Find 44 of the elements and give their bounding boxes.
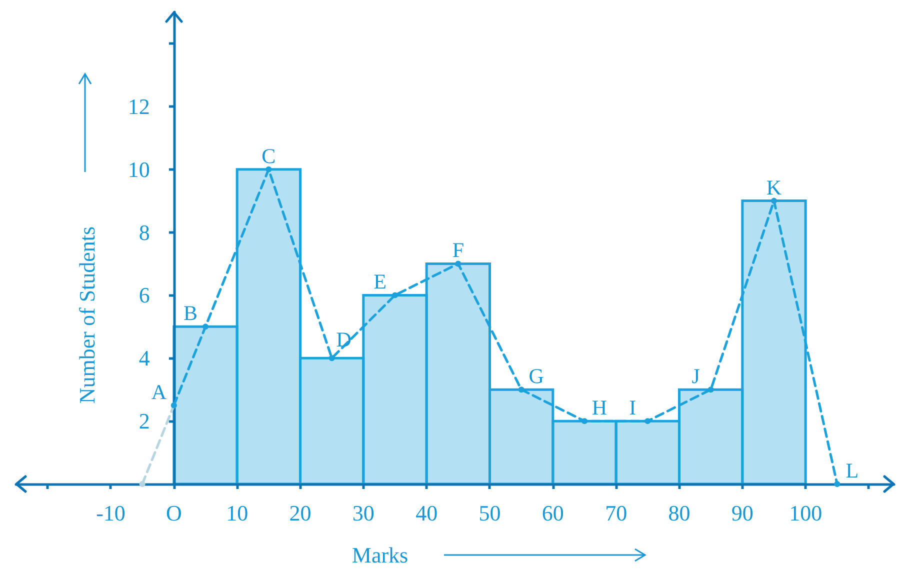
x-tick-label: O	[166, 500, 182, 526]
annotation: A	[151, 380, 168, 404]
x-axis-title: Marks	[352, 542, 408, 568]
point	[455, 260, 462, 267]
point	[392, 292, 398, 298]
x-tick-label: 20	[289, 500, 312, 526]
annotation: B	[183, 301, 198, 326]
point	[770, 198, 777, 204]
x-tick-label: -10	[96, 500, 126, 526]
y-tick-label: 2	[138, 408, 150, 434]
annotation: C	[262, 144, 276, 168]
point	[518, 386, 524, 393]
x-tick-label: 50	[478, 500, 501, 526]
y-tick-label: 12	[128, 94, 150, 119]
point	[266, 166, 272, 172]
point	[328, 355, 335, 362]
annotation: J	[692, 364, 700, 388]
y-tick-label: 6	[138, 282, 150, 308]
y-tick-label: 10	[128, 156, 150, 182]
point	[581, 418, 588, 424]
annotation: F	[452, 238, 464, 262]
x-tick-label: 90	[731, 500, 754, 526]
annotation: G	[528, 364, 544, 388]
x-tick-label: 30	[352, 500, 374, 526]
x-tick-label: 10	[226, 500, 248, 526]
x-tick-label: 70	[605, 500, 628, 526]
annotation: D	[336, 328, 352, 352]
y-tick-label: 8	[138, 220, 150, 245]
x-tick-label: 40	[416, 500, 438, 526]
point	[708, 386, 714, 393]
x-tick-label: 100	[789, 500, 822, 526]
annotation: I	[629, 396, 636, 420]
annotation: E	[374, 270, 386, 294]
x-tick-label: 80	[668, 500, 690, 526]
annotation: K	[766, 175, 782, 200]
annotation: L	[846, 458, 859, 482]
point	[644, 418, 651, 424]
annotation: H	[592, 396, 608, 420]
y-axis-title: Number of Students	[74, 226, 100, 404]
y-tick-label: 4	[138, 346, 150, 371]
point	[139, 481, 146, 487]
point	[834, 481, 840, 487]
x-tick-label: 60	[542, 500, 564, 526]
point	[202, 324, 208, 330]
